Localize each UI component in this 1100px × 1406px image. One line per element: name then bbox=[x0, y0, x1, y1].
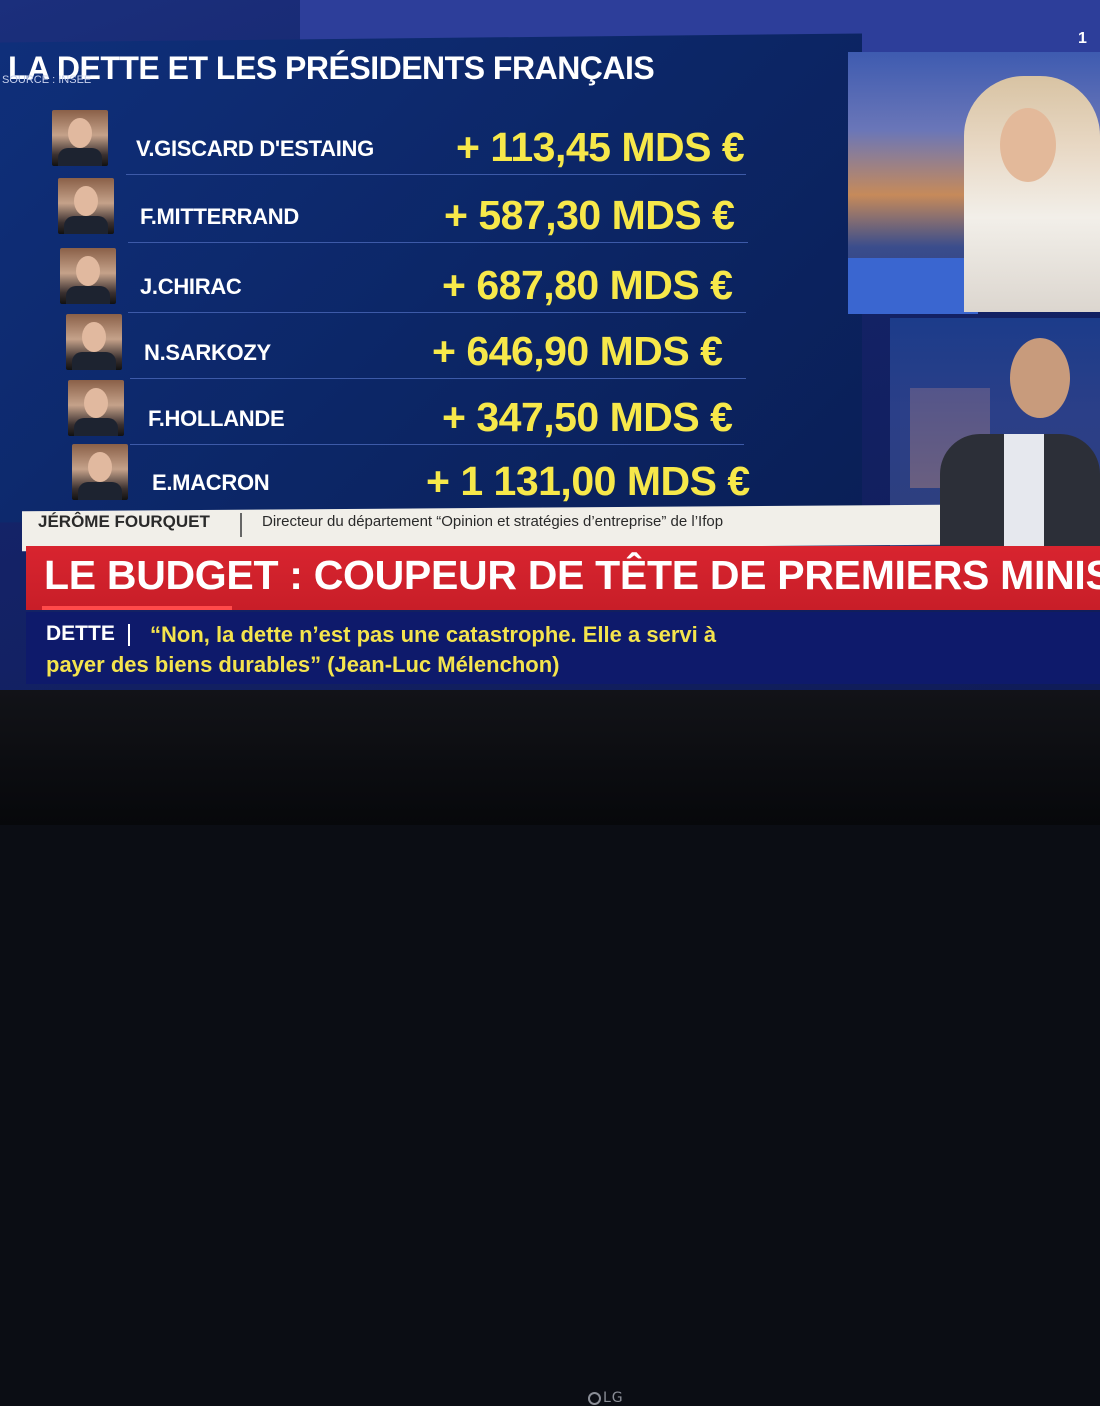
debt-increase-value: + 347,50 MDS € bbox=[442, 394, 733, 440]
debt-increase-value: + 1 131,00 MDS € bbox=[426, 458, 750, 504]
guest-man bbox=[940, 338, 1100, 554]
panel-title: LA DETTE ET LES PRÉSIDENTS FRANÇAIS bbox=[8, 50, 655, 86]
speaker-divider bbox=[240, 513, 242, 537]
president-photo bbox=[72, 444, 128, 500]
president-name: F.MITTERRAND bbox=[140, 204, 299, 229]
president-name: N.SARKOZY bbox=[144, 340, 271, 365]
guest-woman bbox=[964, 76, 1100, 312]
lg-logo-icon bbox=[588, 1392, 601, 1405]
ticker-bar bbox=[26, 612, 1100, 684]
tv-brand-logo: LG bbox=[588, 1390, 624, 1406]
row-separator bbox=[126, 174, 746, 175]
president-name: F.HOLLANDE bbox=[148, 406, 285, 431]
president-photo bbox=[52, 110, 108, 166]
ticker-quote-line1: “Non, la dette n’est pas une catastrophe… bbox=[150, 622, 717, 647]
ticker-quote-line2: payer des biens durables” (Jean-Luc Méle… bbox=[46, 652, 560, 677]
row-separator bbox=[128, 242, 748, 243]
president-photo bbox=[68, 380, 124, 436]
president-name: J.CHIRAC bbox=[140, 274, 242, 299]
debt-increase-value: + 646,90 MDS € bbox=[432, 328, 723, 374]
row-separator bbox=[128, 312, 746, 313]
tv-bezel: LG bbox=[0, 690, 1100, 1406]
channel-badge: 1 bbox=[1078, 30, 1087, 47]
headline: LE BUDGET : COUPEUR DE TÊTE DE PREMIERS … bbox=[44, 552, 1100, 598]
headline-bar bbox=[26, 546, 1100, 610]
debt-increase-value: + 587,30 MDS € bbox=[444, 192, 735, 238]
speaker-role: Directeur du département “Opinion et str… bbox=[262, 513, 724, 530]
president-name: V.GISCARD D'ESTAING bbox=[136, 136, 374, 161]
row-separator bbox=[130, 378, 746, 379]
guest-video-inset bbox=[848, 52, 1100, 314]
ticker-divider bbox=[128, 624, 130, 646]
tv-screen: LA DETTE ET LES PRÉSIDENTS FRANÇAIS SOUR… bbox=[0, 0, 1100, 690]
row-separator bbox=[130, 444, 744, 445]
debt-increase-value: + 113,45 MDS € bbox=[456, 124, 745, 170]
ticker-tag: DETTE bbox=[46, 622, 115, 645]
debt-panel bbox=[0, 33, 862, 523]
headline-accent-line bbox=[42, 606, 232, 610]
speaker-name: JÉRÔME FOURQUET bbox=[38, 512, 210, 531]
president-photo bbox=[66, 314, 122, 370]
panel-source: SOURCE : INSEE bbox=[2, 74, 92, 86]
debt-increase-value: + 687,80 MDS € bbox=[442, 262, 733, 308]
president-photo bbox=[58, 178, 114, 234]
president-photo bbox=[60, 248, 116, 304]
president-name: E.MACRON bbox=[152, 470, 270, 495]
